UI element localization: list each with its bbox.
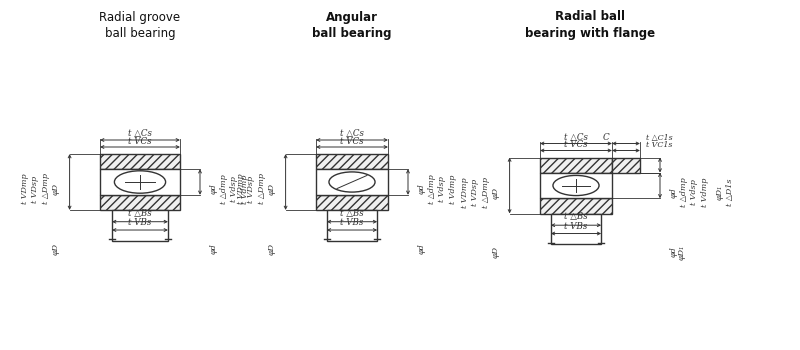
Text: t VDmp: t VDmp: [21, 174, 29, 204]
Text: t △D1s: t △D1s: [726, 179, 734, 206]
Text: t △dmp: t △dmp: [428, 174, 436, 204]
Text: t Vdsp: t Vdsp: [690, 180, 698, 205]
Text: t VCs: t VCs: [340, 136, 364, 146]
Text: φD: φD: [268, 183, 276, 195]
Text: φd: φd: [210, 243, 218, 254]
Text: φD: φD: [268, 243, 276, 254]
Bar: [112, 210, 168, 241]
Text: t △dmp: t △dmp: [220, 174, 228, 204]
Bar: [100, 195, 180, 210]
Text: φD₁: φD₁: [678, 244, 686, 260]
Text: Radial ball
bearing with flange: Radial ball bearing with flange: [525, 10, 655, 40]
Bar: [540, 198, 612, 214]
Bar: [612, 158, 640, 173]
Bar: [540, 158, 612, 173]
Text: t VCs: t VCs: [128, 136, 152, 146]
Bar: [316, 169, 388, 195]
Text: φD: φD: [52, 183, 60, 195]
Text: C: C: [602, 133, 610, 142]
Text: t VDmp: t VDmp: [237, 174, 245, 204]
Text: φD₁: φD₁: [715, 185, 723, 200]
Bar: [540, 173, 612, 198]
Bar: [100, 169, 180, 195]
Text: t VC1s: t VC1s: [646, 141, 673, 149]
Text: t VBs: t VBs: [340, 218, 364, 227]
Bar: [327, 210, 378, 241]
Text: φd: φd: [670, 187, 678, 198]
Text: t VCs: t VCs: [564, 140, 588, 149]
Text: t △Cs: t △Cs: [564, 133, 588, 142]
Text: t Vdmp: t Vdmp: [241, 174, 249, 204]
Text: Radial groove
ball bearing: Radial groove ball bearing: [99, 10, 181, 40]
Text: t VBs: t VBs: [564, 222, 588, 231]
Bar: [316, 154, 388, 169]
Text: φd: φd: [418, 243, 426, 254]
Bar: [316, 195, 388, 210]
Text: t △Bs: t △Bs: [340, 209, 364, 217]
Text: t △C1s: t △C1s: [646, 134, 673, 142]
Text: Angular
ball bearing: Angular ball bearing: [312, 10, 392, 40]
Text: t VBs: t VBs: [128, 218, 152, 227]
Bar: [550, 214, 602, 244]
Text: t Vdsp: t Vdsp: [230, 176, 238, 202]
Text: φd: φd: [210, 184, 218, 194]
Text: t △Bs: t △Bs: [128, 209, 152, 217]
Text: t △Dmp: t △Dmp: [482, 177, 490, 208]
Text: t Vdmp: t Vdmp: [701, 178, 709, 207]
Text: t Vdmp: t Vdmp: [449, 174, 457, 204]
Text: t △Dmp: t △Dmp: [258, 174, 266, 204]
Text: t △Bs: t △Bs: [564, 212, 588, 221]
Text: φd: φd: [418, 184, 426, 194]
Text: t VDmp: t VDmp: [461, 177, 469, 208]
Text: t △Cs: t △Cs: [340, 129, 364, 138]
Text: φD: φD: [52, 243, 60, 254]
Text: φd: φd: [670, 247, 678, 257]
Text: t VDsp: t VDsp: [247, 175, 255, 203]
Text: t Vdsp: t Vdsp: [438, 176, 446, 202]
Text: φD: φD: [492, 187, 500, 198]
Text: t VDsp: t VDsp: [471, 179, 479, 206]
Text: t VDsp: t VDsp: [31, 175, 39, 203]
Text: t △dmp: t △dmp: [680, 178, 688, 207]
Text: t △Dmp: t △Dmp: [42, 174, 50, 204]
Text: t △Cs: t △Cs: [128, 129, 152, 138]
Bar: [100, 154, 180, 169]
Text: φD: φD: [492, 246, 500, 258]
